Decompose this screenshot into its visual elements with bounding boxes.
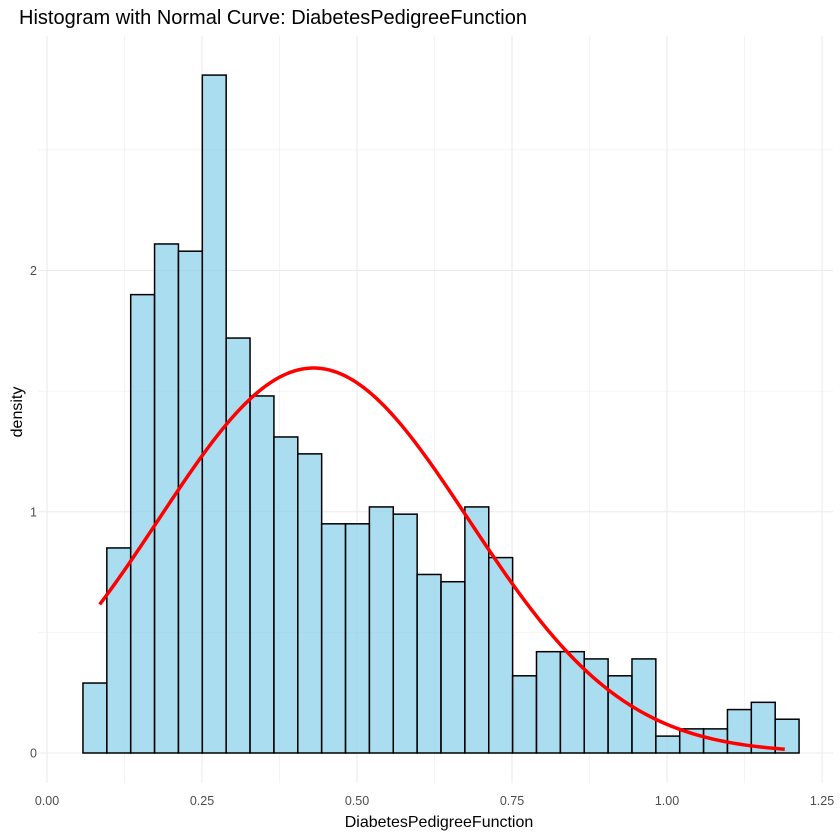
histogram-bar [368,506,395,754]
histogram-bar [488,556,514,754]
y-tick-label: 2 [30,264,37,278]
histogram-bars [82,74,800,754]
x-tick-label: 0.25 [190,794,214,808]
normal-curve-line [98,366,785,751]
x-tick-label: 1.25 [810,794,834,808]
x-tick-label: 0.00 [35,794,59,808]
histogram-bar [320,523,347,754]
histogram-bar [774,718,800,754]
tick-labels: 0.00 0.25 0.50 0.75 1.00 1.25 0 1 2 [30,264,834,808]
histogram-bar [655,735,681,754]
histogram-bar [129,293,156,754]
histogram-bar [392,513,418,754]
histogram-bar [273,436,299,754]
histogram-bar [511,675,538,754]
histogram-bar [177,250,204,754]
histogram-bar [82,682,108,754]
y-axis-title: density [9,387,26,438]
chart-title: Histogram with Normal Curve: DiabetesPed… [19,7,527,29]
histogram-bar [607,675,633,754]
y-tick-label: 1 [30,505,37,519]
x-tick-label: 1.00 [655,794,679,808]
y-tick-label: 0 [30,747,37,761]
histogram-bar [440,580,466,754]
histogram-bar [631,658,657,754]
histogram-bar [153,243,180,754]
x-axis-title: DiabetesPedigreeFunction [345,814,534,831]
histogram-bar [249,395,275,754]
histogram-bar [201,74,227,754]
x-tick-label: 0.75 [500,794,524,808]
histogram-bar [416,573,442,754]
x-tick-label: 0.50 [345,794,369,808]
histogram-bar [297,453,323,754]
histogram-bar [344,523,371,754]
histogram-bar [535,650,562,754]
